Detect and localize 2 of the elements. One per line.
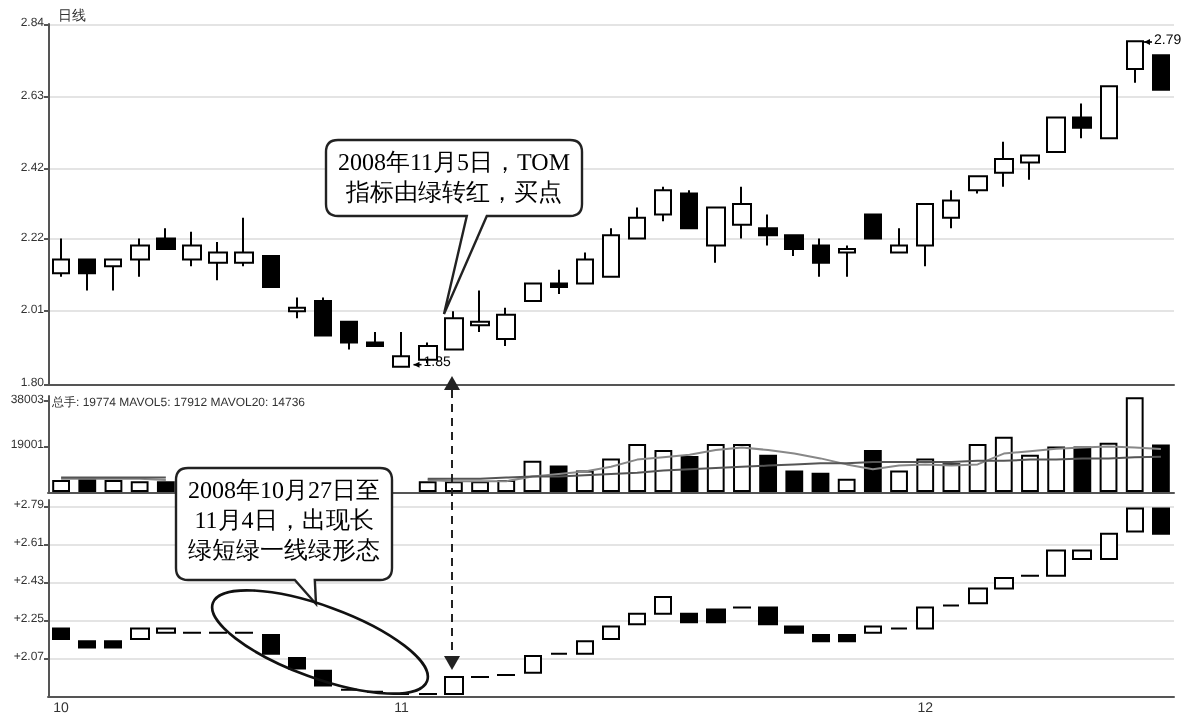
annotation: 2008年11月5日，TOM指标由绿转红，买点 xyxy=(335,148,572,208)
annotation: 2008年10月27日至11月4日，出现长绿短绿一线绿形态 xyxy=(186,476,382,566)
